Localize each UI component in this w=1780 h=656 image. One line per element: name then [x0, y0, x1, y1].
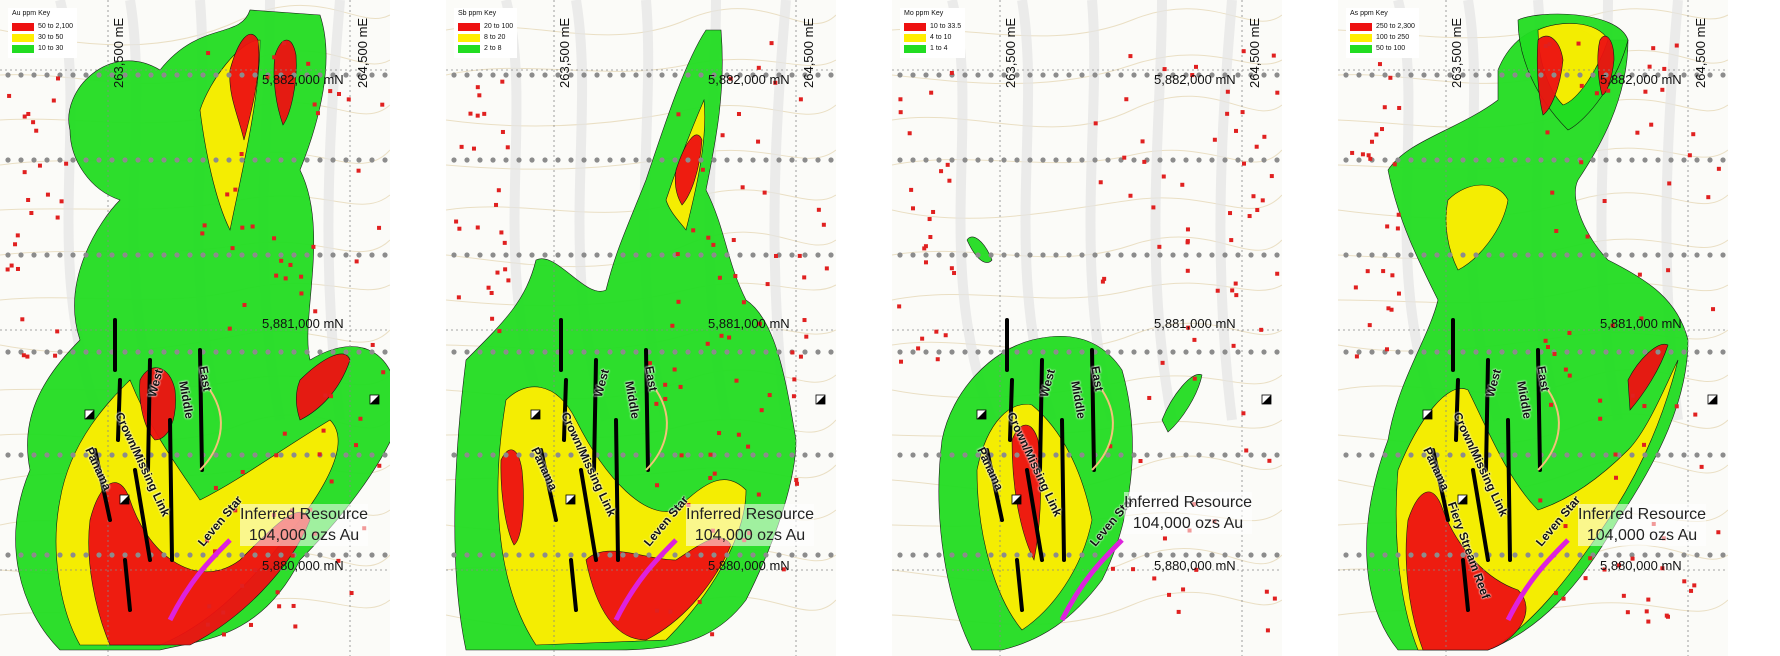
easting-label-right: 264,500 mE: [1693, 17, 1708, 88]
legend-title: Sb ppm Key: [458, 10, 497, 17]
legend-entry: 4 to 10: [904, 32, 961, 43]
easting-label-right: 264,500 mE: [1247, 17, 1262, 88]
northing-label-mid: 5,881,000 mN: [262, 316, 344, 331]
legend-entry: 1 to 4: [904, 43, 961, 54]
legend-label: 100 to 250: [1376, 34, 1410, 41]
easting-label-right: 264,500 mE: [801, 17, 816, 88]
legend-label: 8 to 20: [484, 34, 506, 41]
easting-label-left: 263,500 mE: [111, 17, 126, 88]
legend-entry: 250 to 2,300: [1350, 21, 1415, 32]
map-panel-1: Au ppm Key 50 to 2,100 30 to 50 10 to 30 5,8…: [0, 0, 390, 656]
anomaly-zone: [273, 39, 297, 126]
anomaly-zone: [1536, 35, 1564, 116]
anomaly-map-canvas: [1338, 0, 1728, 656]
anomaly-zone: [1627, 343, 1669, 411]
legend-swatch: [12, 44, 34, 53]
legend-entry: 30 to 50: [12, 32, 73, 43]
resource-ounces: 104,000 ozs Au: [694, 527, 806, 544]
legend-entry: 20 to 100: [458, 21, 513, 32]
northing-label-bottom: 5,880,000 mN: [262, 558, 344, 573]
legend-entry: 50 to 2,100: [12, 21, 73, 32]
northing-label-top: 5,882,000 mN: [708, 72, 790, 87]
legend-label: 10 to 30: [38, 45, 64, 52]
legend-key: Mo ppm Key 10 to 33.5 4 to 10 1 to 4: [900, 8, 966, 58]
legend-label: 20 to 100: [484, 23, 514, 30]
resource-annotation: Inferred Resource 104,000 ozs Au: [240, 504, 369, 546]
legend-label: 1 to 4: [930, 45, 948, 52]
legend-key: Au ppm Key 50 to 2,100 30 to 50 10 to 30: [8, 8, 78, 58]
map-panel-2: Sb ppm Key 20 to 100 8 to 20 2 to 8 5,882,00…: [446, 0, 836, 656]
legend-swatch: [1350, 22, 1372, 31]
anomaly-zone: [1445, 184, 1509, 271]
anomaly-zone: [966, 236, 993, 263]
legend-swatch: [904, 33, 926, 42]
legend-label: 250 to 2,300: [1376, 23, 1415, 30]
legend-entry: 2 to 8: [458, 43, 513, 54]
easting-label-left: 263,500 mE: [557, 17, 572, 88]
resource-annotation: Inferred Resource 104,000 ozs Au: [1578, 504, 1707, 546]
legend-label: 2 to 8: [484, 45, 502, 52]
northing-label-bottom: 5,880,000 mN: [708, 558, 790, 573]
anomaly-zone: [1161, 374, 1203, 433]
legend-swatch: [12, 22, 34, 31]
anomaly-zone: [229, 33, 260, 141]
legend-swatch: [904, 44, 926, 53]
legend-title: As ppm Key: [1350, 10, 1388, 17]
legend-key: Sb ppm Key 20 to 100 8 to 20 2 to 8: [454, 8, 518, 58]
anomaly-zone: [585, 537, 732, 641]
resource-title: Inferred Resource: [1124, 494, 1253, 511]
easting-label-right: 264,500 mE: [355, 17, 370, 88]
resource-title: Inferred Resource: [686, 506, 815, 523]
anomaly-zone: [1011, 424, 1041, 561]
legend-entry: 50 to 100: [1350, 43, 1415, 54]
legend-swatch: [904, 22, 926, 31]
legend-entry: 8 to 20: [458, 32, 513, 43]
legend-key: As ppm Key 250 to 2,300 100 to 250 50 to 10…: [1346, 8, 1419, 58]
resource-title: Inferred Resource: [1578, 506, 1707, 523]
anomaly-zone: [500, 449, 524, 546]
legend-swatch: [458, 44, 480, 53]
anomaly-map-canvas: [0, 0, 390, 656]
northing-label-top: 5,882,000 mN: [1154, 72, 1236, 87]
legend-title: Mo ppm Key: [904, 10, 944, 17]
legend-title: Au ppm Key: [12, 10, 51, 17]
anomaly-zone: [674, 134, 703, 206]
resource-title: Inferred Resource: [240, 506, 369, 523]
resource-ounces: 104,000 ozs Au: [1132, 515, 1244, 532]
legend-label: 50 to 100: [1376, 45, 1406, 52]
resource-annotation: Inferred Resource 104,000 ozs Au: [686, 504, 815, 546]
legend-entry: 10 to 30: [12, 43, 73, 54]
northing-label-top: 5,882,000 mN: [262, 72, 344, 87]
northing-label-bottom: 5,880,000 mN: [1154, 558, 1236, 573]
legend-swatch: [1350, 44, 1372, 53]
easting-label-left: 263,500 mE: [1003, 17, 1018, 88]
legend-label: 10 to 33.5: [930, 23, 962, 30]
map-panel-3: Mo ppm Key 10 to 33.5 4 to 10 1 to 4 5,882,0…: [892, 0, 1282, 656]
legend-swatch: [458, 33, 480, 42]
northing-label-top: 5,882,000 mN: [1600, 72, 1682, 87]
resource-annotation: Inferred Resource 104,000 ozs Au: [1124, 492, 1253, 534]
anomaly-zone: [1597, 35, 1615, 96]
resource-ounces: 104,000 ozs Au: [1586, 527, 1698, 544]
legend-label: 30 to 50: [38, 34, 64, 41]
anomaly-map-canvas: [892, 0, 1282, 656]
northing-label-mid: 5,881,000 mN: [1600, 316, 1682, 331]
legend-entry: 100 to 250: [1350, 32, 1415, 43]
legend-label: 4 to 10: [930, 34, 952, 41]
legend-entry: 10 to 33.5: [904, 21, 961, 32]
legend-swatch: [1350, 33, 1372, 42]
northing-label-bottom: 5,880,000 mN: [1600, 558, 1682, 573]
legend-swatch: [458, 22, 480, 31]
legend-swatch: [12, 33, 34, 42]
northing-label-mid: 5,881,000 mN: [1154, 316, 1236, 331]
easting-label-left: 263,500 mE: [1449, 17, 1464, 88]
legend-label: 50 to 2,100: [38, 23, 74, 30]
northing-label-mid: 5,881,000 mN: [708, 316, 790, 331]
map-panel-4: As ppm Key 250 to 2,300 100 to 250 50 to 10…: [1338, 0, 1728, 656]
resource-ounces: 104,000 ozs Au: [248, 527, 360, 544]
anomaly-map-canvas: [446, 0, 836, 656]
